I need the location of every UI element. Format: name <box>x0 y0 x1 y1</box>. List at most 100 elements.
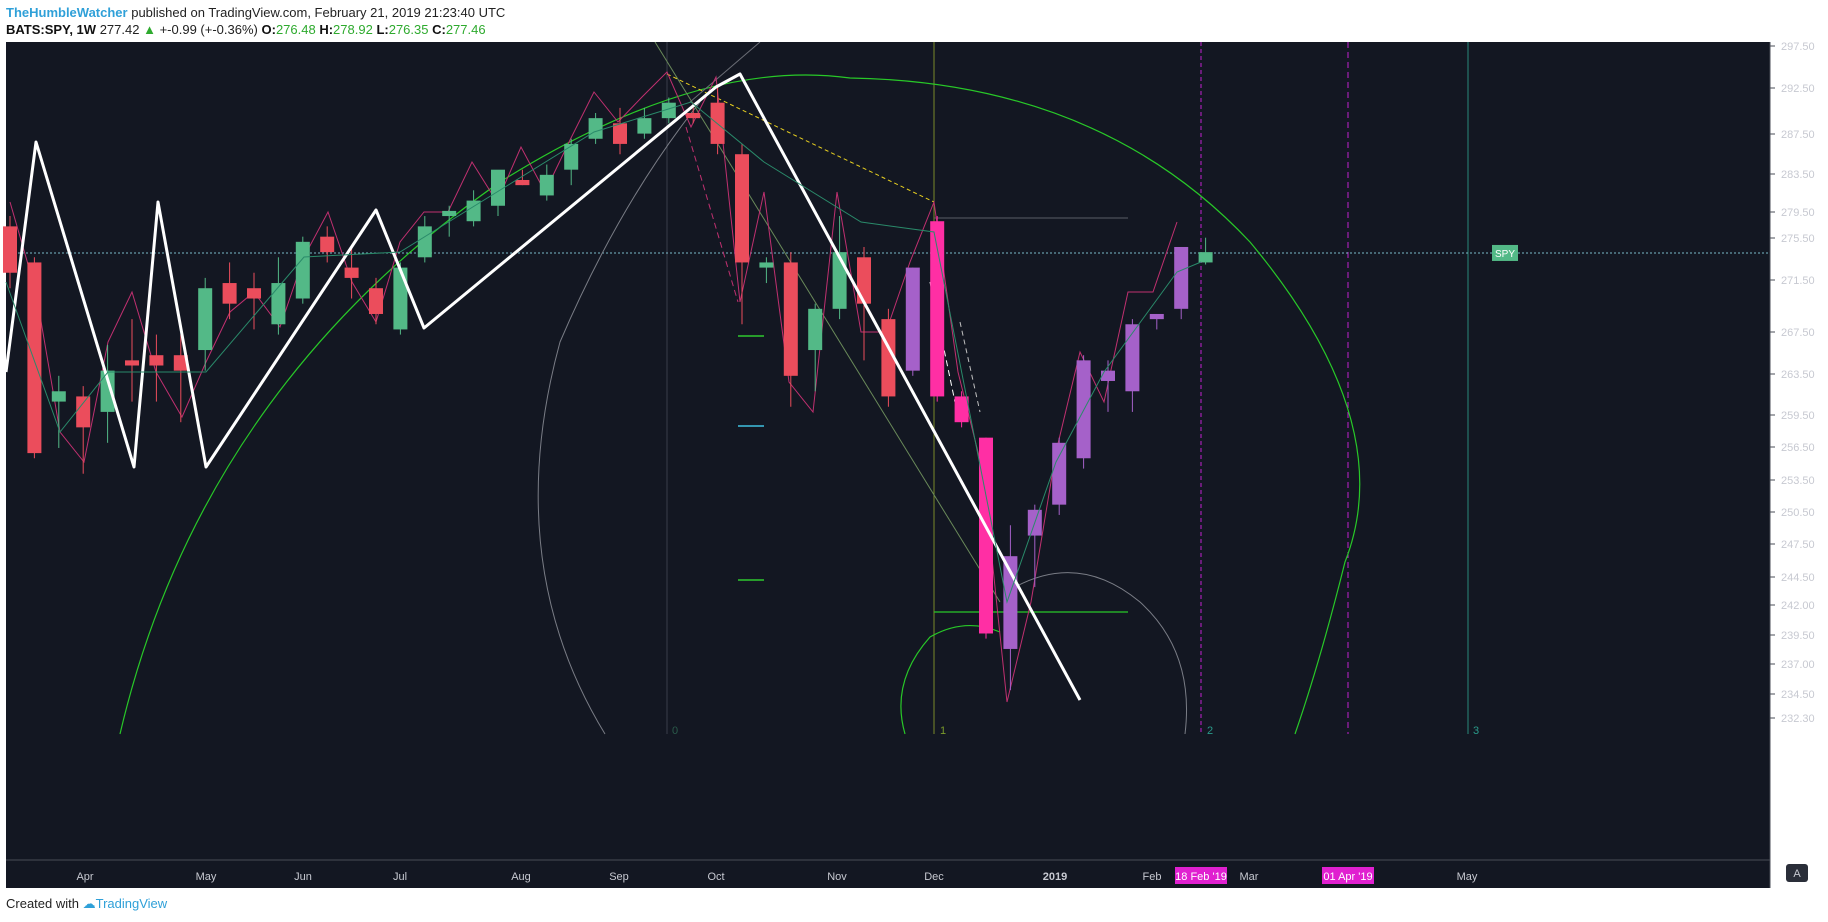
time-tick-label: May <box>1457 871 1478 883</box>
gann-arc-large <box>119 74 1361 735</box>
candle-body <box>539 174 554 196</box>
zigzag-overlay <box>4 72 1202 701</box>
candle-body <box>857 257 871 304</box>
low-label: L: <box>376 22 389 37</box>
open-label: O: <box>261 22 276 37</box>
price-tick-label: 297.50 <box>1781 42 1815 53</box>
time-tick-label: May <box>196 871 217 883</box>
candle-body <box>247 288 261 299</box>
dashed-projection-3 <box>959 321 981 413</box>
price-tick-label: 250.50 <box>1781 507 1815 519</box>
last-price-badge-label: SPY <box>1495 249 1515 260</box>
high-value: 278.92 <box>333 22 373 37</box>
price-tick-label: 271.50 <box>1781 275 1815 287</box>
price-tick-label: 279.50 <box>1781 207 1815 219</box>
time-axis[interactable]: Apr May Jun Jul Aug Sep Oct Nov Dec 2019 Feb Mar May <box>76 871 1477 883</box>
candle-body <box>808 308 823 351</box>
dashed-projection <box>685 126 739 303</box>
gray-arc-left <box>537 101 701 735</box>
candle-body <box>393 267 408 330</box>
tradingview-logo-icon: ☁ <box>82 896 96 911</box>
candle-body <box>515 179 530 186</box>
high-label: H: <box>319 22 334 37</box>
last-price-badge-bg <box>1492 244 1518 261</box>
auto-scale-button[interactable]: A <box>1786 864 1808 882</box>
price-tick-label: 234.50 <box>1781 689 1815 701</box>
price-change: +-0.99 (+-0.36%) <box>159 22 258 37</box>
time-tick-label: Oct <box>707 871 724 883</box>
price-tick-label: 247.50 <box>1781 539 1815 551</box>
date-badge: 18 Feb '19 <box>1175 867 1227 884</box>
candle-body <box>344 267 359 278</box>
time-tick-label: Jun <box>294 871 312 883</box>
candle-series <box>3 87 1213 691</box>
up-arrow-icon: ▲ <box>143 22 156 37</box>
candle-body <box>1149 313 1164 320</box>
candle-body <box>27 262 42 454</box>
candle-body <box>3 226 17 273</box>
candle-body <box>1174 246 1189 309</box>
chart-background <box>6 42 1770 888</box>
candle-body <box>954 396 969 423</box>
price-tick-label: 242.00 <box>1781 600 1815 612</box>
candle-body <box>759 262 774 268</box>
date-badge-label: 18 Feb '19 <box>1175 871 1227 883</box>
price-tick-label: 239.50 <box>1781 630 1815 642</box>
moving-average-line <box>5 101 1202 604</box>
candle-body <box>125 360 139 366</box>
price-tick-label: 259.50 <box>1781 410 1815 422</box>
candle-body <box>1052 442 1067 505</box>
candle-body <box>295 241 310 299</box>
candle-body <box>783 262 798 376</box>
candle-body <box>1198 252 1213 263</box>
tradingview-link[interactable]: TradingView <box>95 896 168 911</box>
price-chart[interactable]: 0 1 2 3 297.50 292.50 287.50 283.50 279.50 275.5… <box>0 42 1828 888</box>
candle-body <box>564 143 579 170</box>
candle-body <box>51 391 66 402</box>
time-tick-label: Nov <box>827 871 847 883</box>
price-tick-label: 253.50 <box>1781 475 1815 487</box>
vertical-marker-label: 0 <box>672 725 678 737</box>
time-tick-label: Feb <box>1143 871 1162 883</box>
author-name[interactable]: TheHumbleWatcher <box>6 5 128 20</box>
price-tick-label: 232.30 <box>1781 713 1815 725</box>
chart-header: TheHumbleWatcher published on TradingVie… <box>6 4 1806 40</box>
price-tick-label: 267.50 <box>1781 327 1815 339</box>
candle-body <box>1125 324 1140 392</box>
vertical-marker-label: 2 <box>1207 725 1213 737</box>
vertical-marker-label: 3 <box>1473 725 1479 737</box>
close-value: 277.46 <box>445 22 486 37</box>
candle-body <box>76 396 91 428</box>
candle-body <box>149 355 164 366</box>
vertical-marker-label: 1 <box>940 725 946 737</box>
price-tick-label: 283.50 <box>1781 169 1815 181</box>
ohlc-line: BATS:SPY, 1W 277.42 ▲ +-0.99 (+-0.36%) O… <box>6 21 1806 38</box>
price-tick-label: 287.50 <box>1781 129 1815 141</box>
price-axis[interactable]: 297.50 292.50 287.50 283.50 279.50 275.50 271.… <box>1770 42 1815 725</box>
candle-body <box>686 112 701 119</box>
publish-line: TheHumbleWatcher published on TradingVie… <box>6 4 1806 21</box>
date-badge-bg <box>1175 867 1227 884</box>
candle-body <box>198 288 213 351</box>
time-tick-label: Sep <box>609 871 629 883</box>
open-value: 276.48 <box>275 22 316 37</box>
candle-body <box>100 370 115 412</box>
candle-body <box>613 123 627 144</box>
time-tick-label: 2019 <box>1043 871 1067 883</box>
candle-body <box>417 226 432 258</box>
candle-body <box>491 169 505 206</box>
publish-info: published on TradingView.com, February 2… <box>131 5 506 20</box>
price-tick-label: 275.50 <box>1781 233 1815 245</box>
created-with-text: Created with <box>6 896 79 911</box>
low-value: 276.35 <box>388 22 429 37</box>
candle-body <box>271 283 286 325</box>
zigzag-line <box>4 72 1082 701</box>
price-tick-label: 263.50 <box>1781 369 1815 381</box>
candle-body <box>637 118 652 134</box>
gray-arc-right <box>1014 572 1188 735</box>
last-price-badge: SPY <box>1492 244 1518 261</box>
symbol-label[interactable]: BATS:SPY, 1W <box>6 22 97 37</box>
candle-body <box>442 210 457 217</box>
last-price: 277.42 <box>99 22 140 37</box>
candle-body <box>905 267 920 371</box>
